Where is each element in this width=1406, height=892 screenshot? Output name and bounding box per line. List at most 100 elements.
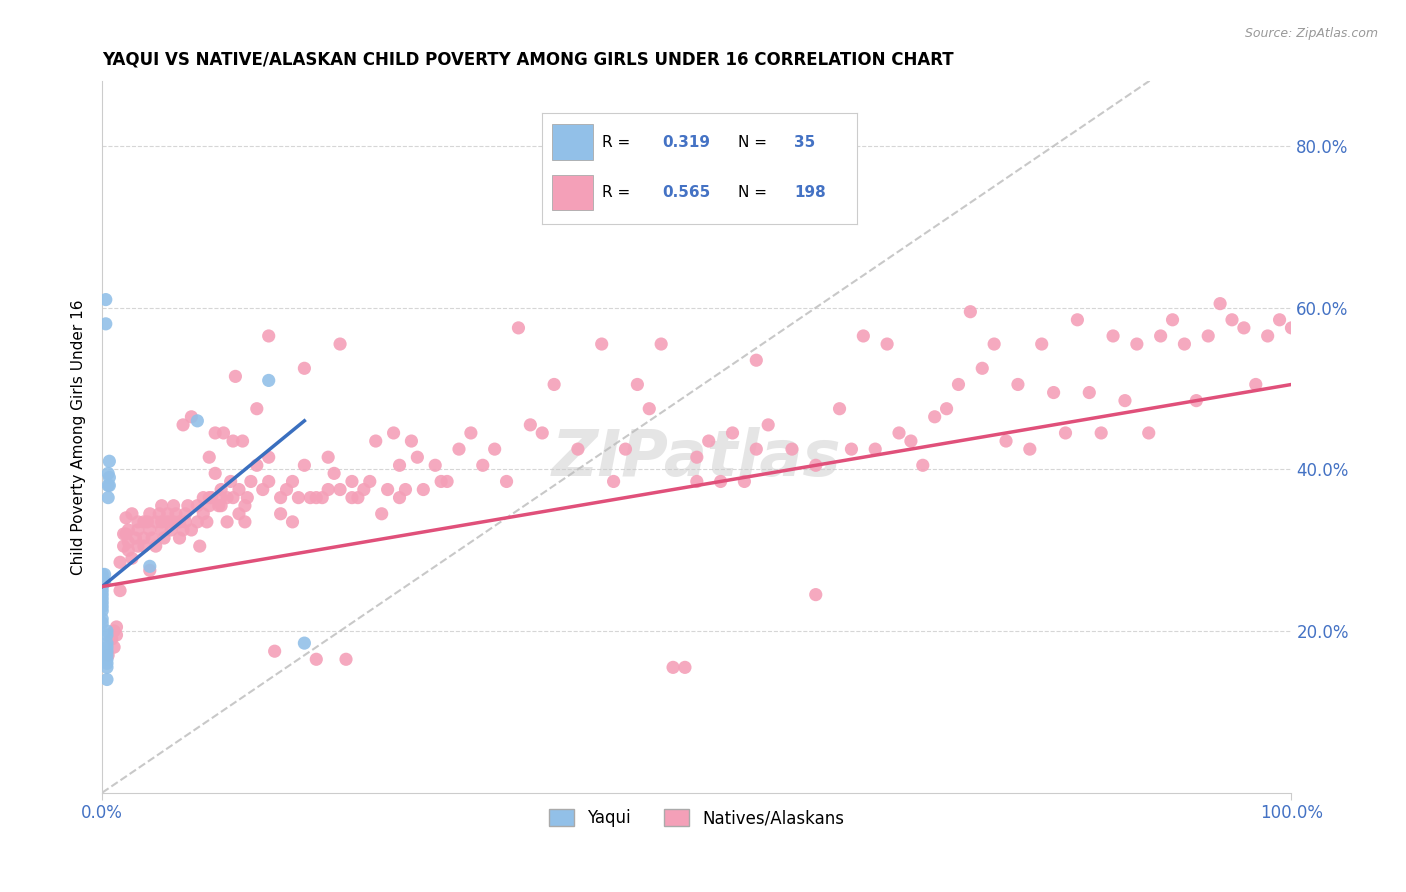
Point [257, 329, 280, 343]
Point [1209, 296, 1232, 310]
Point [96, 657, 118, 671]
Point [98, 454, 121, 468]
Legend: Yaqui, Natives/Alaskans: Yaqui, Natives/Alaskans [543, 803, 851, 834]
Point [97, 648, 120, 663]
Point [887, 425, 910, 440]
Point [756, 417, 779, 432]
Point [97, 478, 120, 492]
Point [169, 515, 191, 529]
Point [93, 567, 115, 582]
Point [1161, 313, 1184, 327]
Point [401, 434, 423, 448]
Point [160, 523, 183, 537]
Point [115, 527, 138, 541]
Point [96, 652, 118, 666]
Point [406, 450, 429, 465]
Text: ZIPatlas: ZIPatlas [553, 427, 842, 490]
Point [124, 531, 146, 545]
Point [91, 575, 114, 590]
Point [1281, 321, 1303, 335]
Point [292, 458, 315, 473]
Point [281, 475, 304, 489]
Point [1137, 425, 1160, 440]
Point [98, 478, 121, 492]
Point [239, 475, 262, 489]
Point [662, 660, 685, 674]
Point [340, 475, 363, 489]
Point [364, 434, 387, 448]
Point [108, 583, 131, 598]
Point [257, 373, 280, 387]
Point [292, 636, 315, 650]
Point [1031, 337, 1053, 351]
Point [117, 535, 139, 549]
Point [91, 583, 114, 598]
Point [1244, 377, 1267, 392]
Point [710, 475, 733, 489]
Point [305, 491, 328, 505]
Point [174, 515, 197, 529]
Point [394, 483, 416, 497]
Point [686, 475, 709, 489]
Point [299, 491, 322, 505]
Point [412, 483, 434, 497]
Point [117, 523, 139, 537]
Point [828, 401, 851, 416]
Point [508, 321, 530, 335]
Point [257, 475, 280, 489]
Point [316, 450, 339, 465]
Point [141, 531, 163, 545]
Point [209, 499, 232, 513]
Point [219, 475, 242, 489]
Point [153, 531, 176, 545]
Point [1233, 321, 1256, 335]
Point [217, 515, 239, 529]
Point [174, 507, 197, 521]
Point [172, 417, 194, 432]
Point [212, 425, 235, 440]
Point [1042, 385, 1064, 400]
Point [127, 523, 149, 537]
Point [112, 539, 135, 553]
Point [323, 467, 346, 481]
Point [1220, 313, 1243, 327]
Point [436, 475, 458, 489]
Point [1173, 337, 1195, 351]
Point [186, 414, 208, 428]
Point [156, 515, 179, 529]
Point [484, 442, 506, 457]
Point [745, 442, 768, 457]
Point [222, 491, 245, 505]
Y-axis label: Child Poverty Among Girls Under 16: Child Poverty Among Girls Under 16 [72, 299, 86, 574]
Point [198, 491, 221, 505]
Point [115, 511, 138, 525]
Point [270, 507, 292, 521]
Point [673, 660, 696, 674]
Point [543, 377, 565, 392]
Point [132, 531, 155, 545]
Point [270, 491, 292, 505]
Point [127, 539, 149, 553]
Point [1185, 393, 1208, 408]
Point [1018, 442, 1040, 457]
Point [257, 450, 280, 465]
Point [329, 483, 352, 497]
Point [626, 377, 648, 392]
Point [150, 499, 173, 513]
Point [382, 425, 405, 440]
Point [233, 515, 256, 529]
Point [94, 317, 117, 331]
Point [117, 543, 139, 558]
Point [471, 458, 494, 473]
Point [804, 588, 827, 602]
Point [388, 491, 411, 505]
Point [136, 515, 159, 529]
Point [370, 507, 392, 521]
Point [246, 401, 269, 416]
Point [91, 567, 114, 582]
Point [177, 499, 200, 513]
Point [145, 515, 167, 529]
Point [287, 491, 309, 505]
Point [91, 591, 114, 606]
Point [91, 596, 114, 610]
